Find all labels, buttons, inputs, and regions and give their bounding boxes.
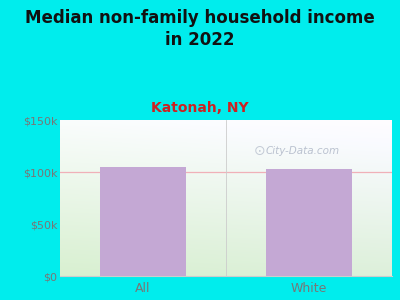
Text: Median non-family household income
in 2022: Median non-family household income in 20… bbox=[25, 9, 375, 49]
Bar bbox=[266, 169, 352, 276]
Text: ⊙: ⊙ bbox=[253, 144, 265, 158]
Bar bbox=[100, 167, 186, 276]
Text: City-Data.com: City-Data.com bbox=[265, 146, 340, 156]
Text: Katonah, NY: Katonah, NY bbox=[151, 100, 249, 115]
